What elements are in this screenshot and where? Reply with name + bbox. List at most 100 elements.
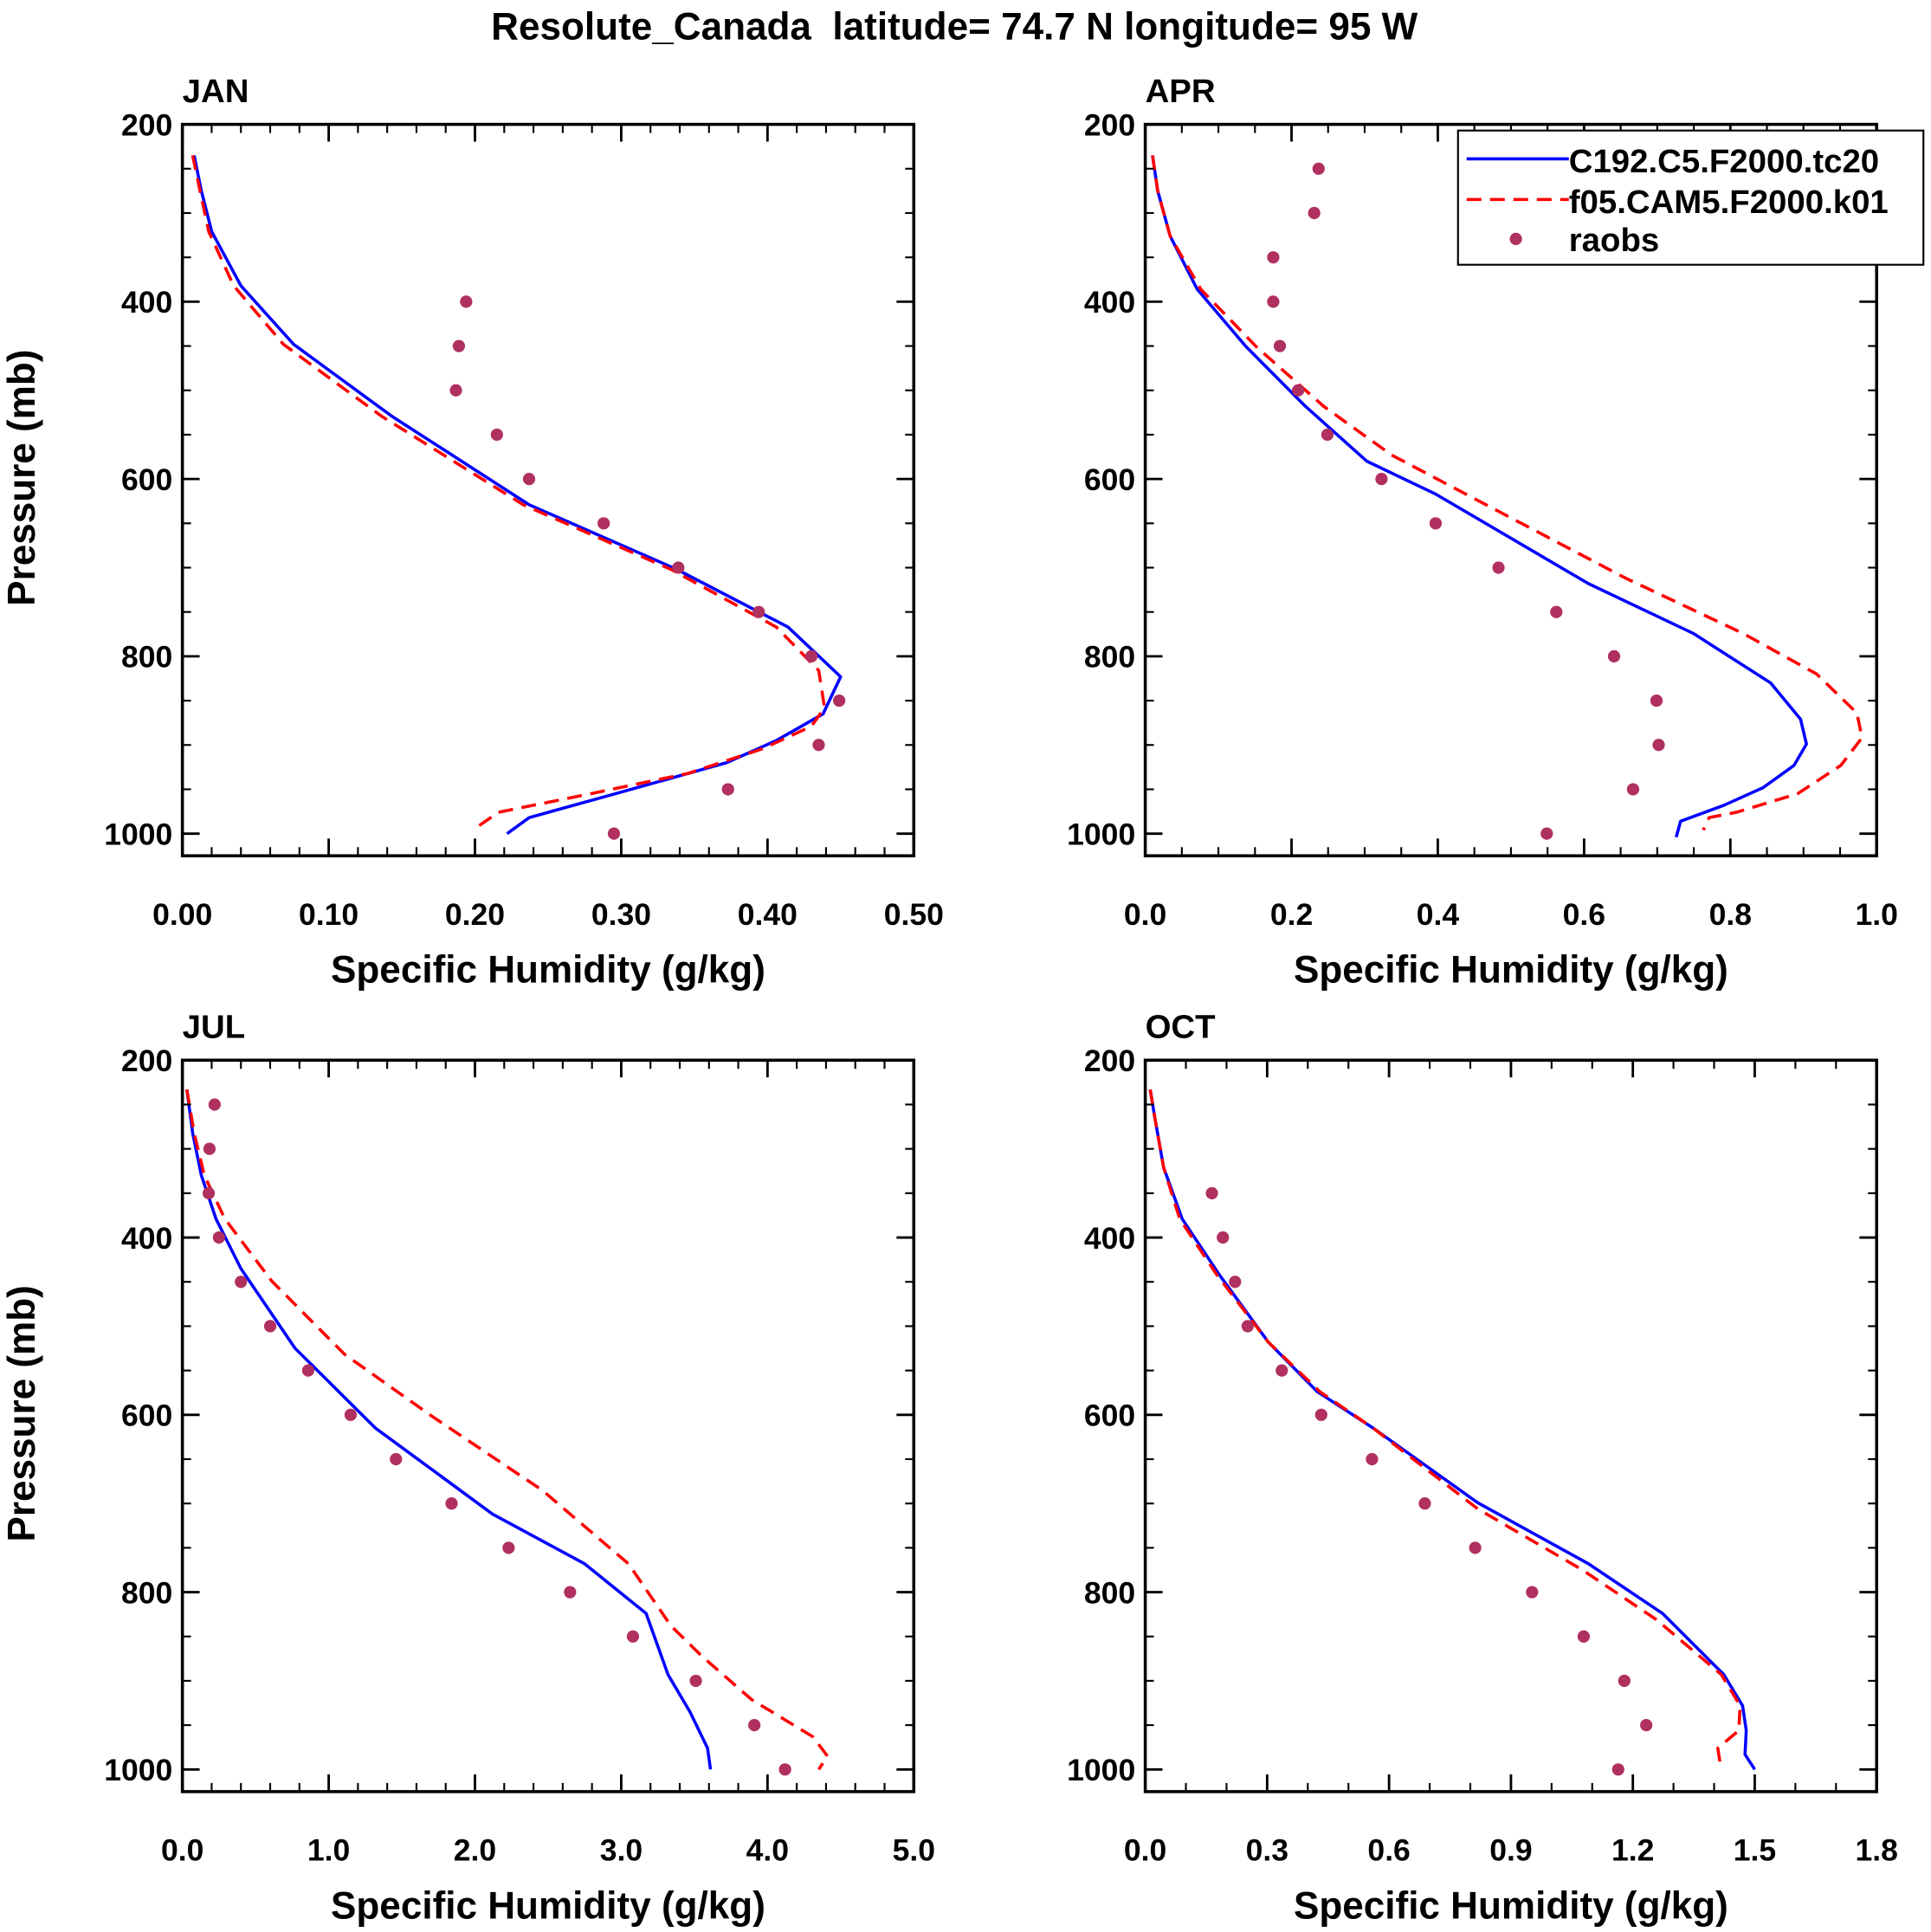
raobs-point: [1273, 339, 1287, 352]
plot-frame: [1143, 1058, 1879, 1793]
x-tick-label: 4.0: [746, 1833, 789, 1868]
x-tick-label: 0.0: [161, 1833, 203, 1868]
y-tick-label: 600: [121, 1399, 172, 1433]
raobs-point: [607, 827, 621, 840]
raobs-point: [778, 1763, 791, 1776]
x-tick-label: 0.8: [1709, 897, 1752, 932]
y-tick-label: 1000: [104, 817, 172, 851]
legend-label-raobs: raobs: [1569, 222, 1660, 259]
raobs-point: [208, 1098, 221, 1111]
raobs-point: [1241, 1320, 1254, 1333]
raobs-point: [202, 1186, 216, 1199]
x-tick-label: 0.2: [1270, 897, 1313, 932]
raobs-point: [522, 473, 536, 486]
x-tick-label: 0.9: [1489, 1833, 1532, 1868]
raobs-point: [344, 1408, 358, 1421]
raobs-point: [812, 739, 825, 752]
raobs-point: [1314, 1408, 1327, 1421]
raobs-point: [597, 517, 610, 530]
raobs-point: [235, 1276, 248, 1289]
raobs-point: [460, 295, 473, 308]
x-tick-label: 0.3: [1246, 1833, 1288, 1868]
y-tick-label: 1000: [104, 1753, 172, 1787]
raobs-point: [1626, 783, 1640, 796]
series-line-tc20: [185, 1089, 713, 1770]
series-line-tc20: [1148, 1089, 1756, 1771]
x-tick-label: 0.0: [1124, 1833, 1166, 1868]
raobs-point: [721, 783, 734, 796]
x-tick-label: 2.0: [454, 1833, 496, 1868]
panel-title: JUL: [183, 1009, 245, 1046]
raobs-point: [1275, 1364, 1288, 1377]
series-line-k01: [1151, 155, 1864, 831]
series-line-k01: [185, 1089, 830, 1771]
raobs-point: [301, 1364, 315, 1377]
x-tick-label: 1.2: [1611, 1833, 1654, 1868]
raobs-point: [452, 339, 466, 352]
panel-apr: 0.0 0.2 0.4 0.6 0.8 1.0 200 400 600 800 1000 APR Spe…: [1067, 73, 1898, 992]
panel-title: OCT: [1146, 1009, 1217, 1046]
raobs-point: [1267, 295, 1280, 308]
raobs-point: [1366, 1452, 1379, 1466]
y-tick-label: 800: [1084, 1575, 1135, 1610]
raobs-point: [203, 1142, 216, 1155]
raobs-point: [1292, 384, 1305, 397]
raobs-point: [1526, 1586, 1539, 1599]
raobs-point: [1607, 649, 1621, 662]
y-tick-label: 200: [1084, 1044, 1135, 1078]
raobs-point: [833, 694, 846, 708]
x-tick-label: 0.40: [738, 897, 798, 932]
raobs-point: [1229, 1276, 1242, 1289]
raobs-point: [626, 1630, 640, 1643]
raobs-point: [1205, 1186, 1218, 1199]
y-tick-label: 200: [121, 1044, 172, 1078]
raobs-point: [445, 1497, 458, 1510]
legend: C192.C5.F2000.tc20 f05.CAM5.F2000.k01 ra…: [1456, 129, 1925, 266]
legend-label-k01: f05.CAM5.F2000.k01: [1569, 184, 1889, 221]
series-line-k01: [191, 155, 826, 828]
plot-frame: [180, 122, 916, 858]
x-axis-label: Specific Humidity (g/kg): [331, 949, 765, 992]
x-tick-label: 1.8: [1856, 1833, 1898, 1868]
raobs-point: [1650, 694, 1663, 708]
raobs-point: [1469, 1541, 1482, 1554]
raobs-point: [490, 428, 503, 442]
x-tick-label: 0.0: [1124, 897, 1166, 932]
raobs-point: [449, 384, 462, 397]
raobs-point: [1540, 827, 1553, 840]
raobs-point: [1429, 517, 1443, 530]
raobs-point: [1321, 428, 1334, 442]
x-tick-label: 1.5: [1734, 1833, 1776, 1868]
x-tick-label: 0.4: [1417, 897, 1460, 932]
raobs-point: [748, 1719, 761, 1732]
y-tick-label: 600: [1084, 462, 1135, 497]
raobs-point: [1418, 1497, 1431, 1510]
raobs-point: [1312, 162, 1325, 175]
raobs-point: [1492, 561, 1505, 574]
x-tick-label: 0.20: [445, 897, 505, 932]
panel-title: APR: [1146, 73, 1216, 110]
raobs-point: [564, 1586, 577, 1599]
legend-marker-raobs: [1509, 232, 1522, 245]
raobs-point: [502, 1541, 515, 1554]
series-line-k01: [1148, 1089, 1742, 1765]
legend-box: [1456, 129, 1925, 266]
y-tick-label: 400: [121, 285, 172, 320]
x-tick-label: 0.30: [591, 897, 651, 932]
raobs-point: [390, 1452, 403, 1466]
x-tick-label: 1.0: [1856, 897, 1898, 932]
x-axis-label: Specific Humidity (g/kg): [331, 1884, 765, 1927]
y-tick-label: 400: [1084, 285, 1135, 320]
x-tick-label: 0.10: [299, 897, 358, 932]
panel-jul: 0.0 1.0 2.0 3.0 4.0 5.0 200 400 600 800 1000 JUL Spe…: [1, 1009, 935, 1928]
y-tick-label: 600: [1084, 1399, 1135, 1433]
x-tick-label: 0.6: [1367, 1833, 1410, 1868]
y-axis-label: Pressure (mb): [1, 1285, 43, 1541]
y-tick-label: 400: [121, 1221, 172, 1256]
x-axis-label: Specific Humidity (g/kg): [1294, 949, 1728, 992]
y-tick-label: 200: [121, 107, 172, 142]
raobs-point: [1267, 251, 1280, 264]
panel-jan: 0.00 0.10 0.20 0.30 0.40 0.50 200 400 600 800 1000…: [1, 73, 944, 992]
y-tick-label: 800: [121, 1575, 172, 1610]
